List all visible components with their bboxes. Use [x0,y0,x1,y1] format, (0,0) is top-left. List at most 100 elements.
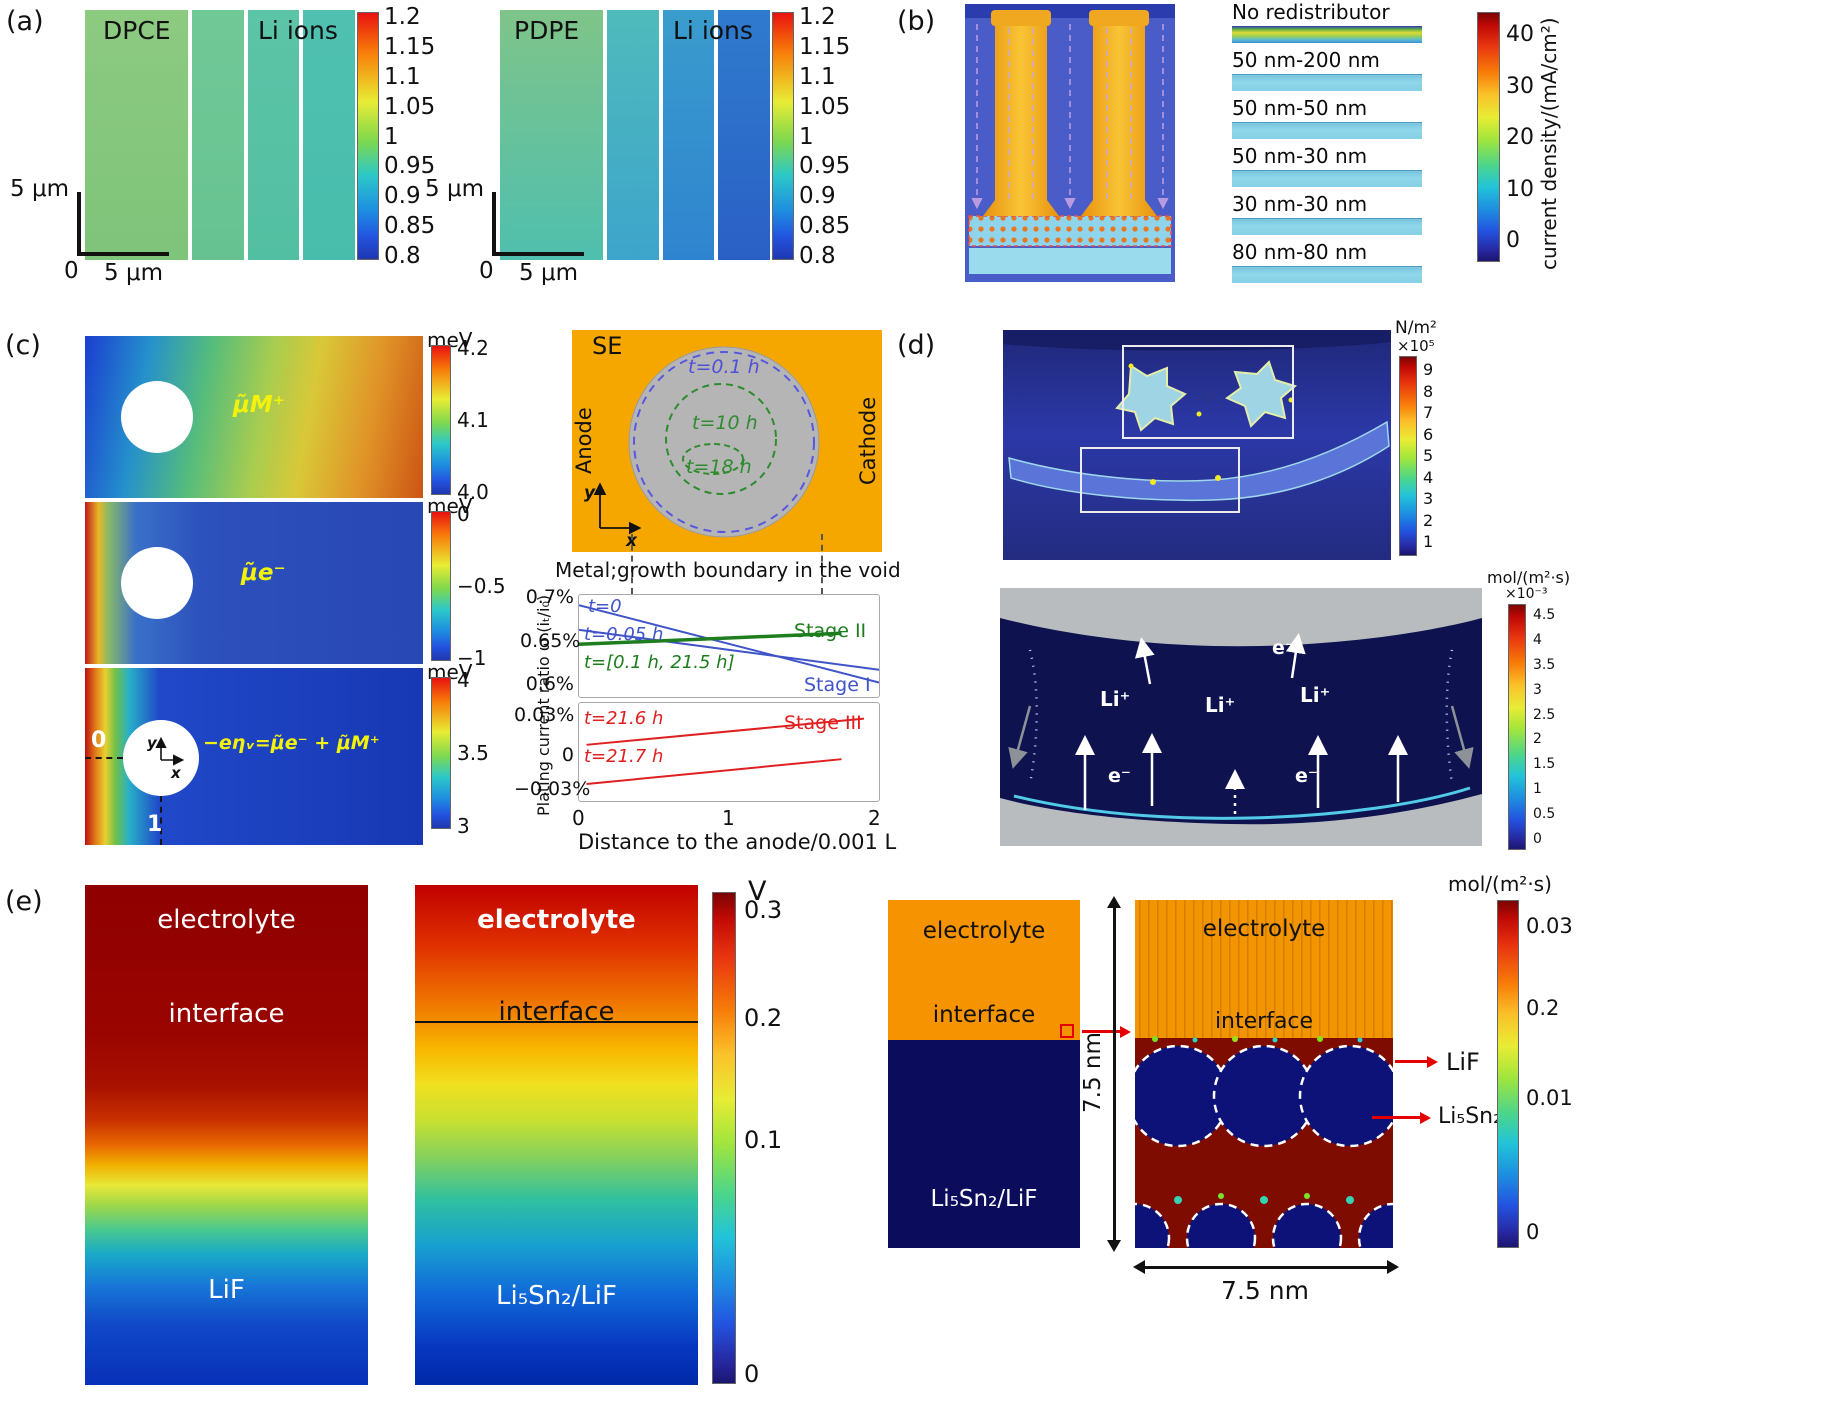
dimension-line-horizontal [1141,1266,1389,1269]
lisn-annotation: Li₅Sn₂ [1438,1104,1502,1129]
colorbar-tick: 6 [1423,424,1434,444]
y-axis-label: y [147,734,158,752]
dimension-line-vertical [1113,906,1116,1242]
panel-e-tag: (e) [5,886,43,917]
cb-bottom-unit: mol/(m²·s) [1487,568,1571,587]
lif-label: LiF [208,1275,245,1305]
colorbar-tick: 0.8 [799,243,836,269]
stage3-label: Stage III [784,712,862,734]
potential-map-lisn-lif: electrolyte interface Li₅Sn₂/LiF [415,885,698,1385]
colorbar-tick: 4.5 [1533,607,1556,623]
dpce-strip-1 [85,10,189,260]
dimension-arrow-left-icon [1133,1260,1145,1274]
map3-label: −eηᵥ=μ̃e⁻ + μ̃M⁺ [203,732,380,754]
zoom-region-box [1060,1024,1074,1038]
y-tick: 0.6% [525,673,574,695]
dashed-line-vertical [160,796,162,845]
chemical-potential-map-electron: μ̃e⁻ [85,502,423,664]
li-ion-label: Li⁺ [1100,687,1130,711]
redistributor-label: 30 nm-30 nm [1232,192,1368,216]
cb1 [431,345,451,495]
scalebar-horizontal [492,252,584,256]
interface-label: interface [932,1002,1036,1028]
current-density-strip [1232,122,1422,139]
interface-schematic: electrolyte interface Li₅Sn₂/LiF [888,900,1080,1248]
dimension-h-label: 7.5 nm [1221,1276,1309,1305]
colorbar-tick: 0 [744,1360,760,1388]
panel-c-tag: (c) [5,330,41,361]
current-density-strip [1232,218,1422,235]
voltage-colorbar-unit: V [748,876,767,907]
colorbar-tick: 0.2 [1526,996,1560,1020]
colorbar-tick: 4 [1533,631,1542,648]
electrolyte-label: electrolyte [922,918,1046,944]
colorbar-tick: 4.0 [457,480,489,504]
colorbar-tick: 0.95 [384,153,436,180]
dpce-strip-3 [247,10,300,260]
scalebar-h-label: 5 μm [104,260,163,286]
t-18h-label: t=18 h [686,456,752,478]
cb2-ticks: 0 −0.5 −1 [457,504,506,668]
li-flux-image: Li⁺ Li⁺ Li⁺ e⁻ e⁻ e⁻ [1000,588,1482,846]
cb3 [431,677,451,829]
colorbar-tick: 30 [1506,73,1534,99]
panel-a: (a) DPCE Li ions 5 μm 0 5 μm 1.2 1.15 1.1 1… [0,0,895,300]
x-tick: 1 [722,806,735,830]
colorbar-tick: 0.8 [384,243,421,269]
chemical-potential-map-mplus: μ̃M⁺ [85,336,423,498]
t-10h-label: t=10 h [692,412,758,434]
colorbar-tick: 0.1 [744,1126,783,1154]
plot-stage3-lines [579,703,879,801]
panel-d: (d) N/m² ×10⁵ 9 8 7 6 5 4 3 2 1 [895,318,1835,868]
anode-label: Anode [572,407,596,475]
overpotential-map: y x 0 1 −eηᵥ=μ̃e⁻ + μ̃M⁺ [85,668,423,845]
colorbar-tick: 0.3 [744,896,783,924]
plot-stage3 [578,702,880,802]
scalebar-vertical [492,192,496,254]
panel-c: (c) μ̃M⁺ meV 4.2 4.1 4.0 μ̃e⁻ meV 0 −0.5 −1 [0,318,901,868]
redistributor-row: 30 nm-30 nm [1232,192,1422,235]
current-density-strip [1232,170,1422,187]
scalebar-h-label: 5 μm [519,260,578,286]
colorbar-tick: 0.85 [799,213,851,240]
cb-top-unit: N/m² [1395,318,1437,338]
x-axis-label: x [170,764,182,782]
series-label-t0: t=0 [588,596,622,617]
interface-label: interface [1215,1009,1313,1034]
redistributor-row: 50 nm-50 nm [1232,96,1422,139]
colorbar-tick: −1 [457,646,487,670]
colorbar-tick: 1.2 [384,4,421,30]
colorbar-tick: 1.05 [384,93,436,120]
redistributor-row: No redistributor [1232,0,1422,43]
flux-colorbar [1508,604,1526,850]
void-circle [121,381,193,453]
colorbar-tick: 0 [1533,830,1542,847]
colorbar-tick: 4 [1423,467,1434,487]
interface-label: interface [168,999,285,1029]
colorbar-tick: 1 [384,123,399,150]
colorbar-tick: 2.5 [1533,706,1556,723]
scalebar-v-label: 5 μm [425,176,484,202]
current-density-colorbar [1477,12,1500,262]
zoom-arrow [1082,1030,1122,1033]
lisn-arrow [1372,1116,1422,1119]
scalebar-vertical [77,192,81,254]
stage1-label: Stage I [804,674,871,696]
plot-stage12 [578,594,880,698]
pdpe-li-ions-label: Li ions [673,16,753,45]
colorbar-tick: 3.5 [457,741,489,765]
map2-label: μ̃e⁻ [241,560,286,586]
colorbar-tick: 4.1 [457,408,489,432]
dimension-arrow-down-icon [1107,1240,1121,1252]
scalebar-zero: 0 [479,258,494,284]
plot-stage12-lines [579,595,879,697]
flux-colorbar [1497,900,1519,1248]
panel-b: (b) [895,0,1835,300]
colorbar-tick: 10 [1506,176,1534,202]
dpce-title: DPCE [103,16,171,45]
redistributor-label: No redistributor [1232,0,1390,24]
colorbar-tick: 1 [1423,532,1434,551]
panel-b-tag: (b) [897,6,936,37]
colorbar-tick: 40 [1506,22,1534,47]
